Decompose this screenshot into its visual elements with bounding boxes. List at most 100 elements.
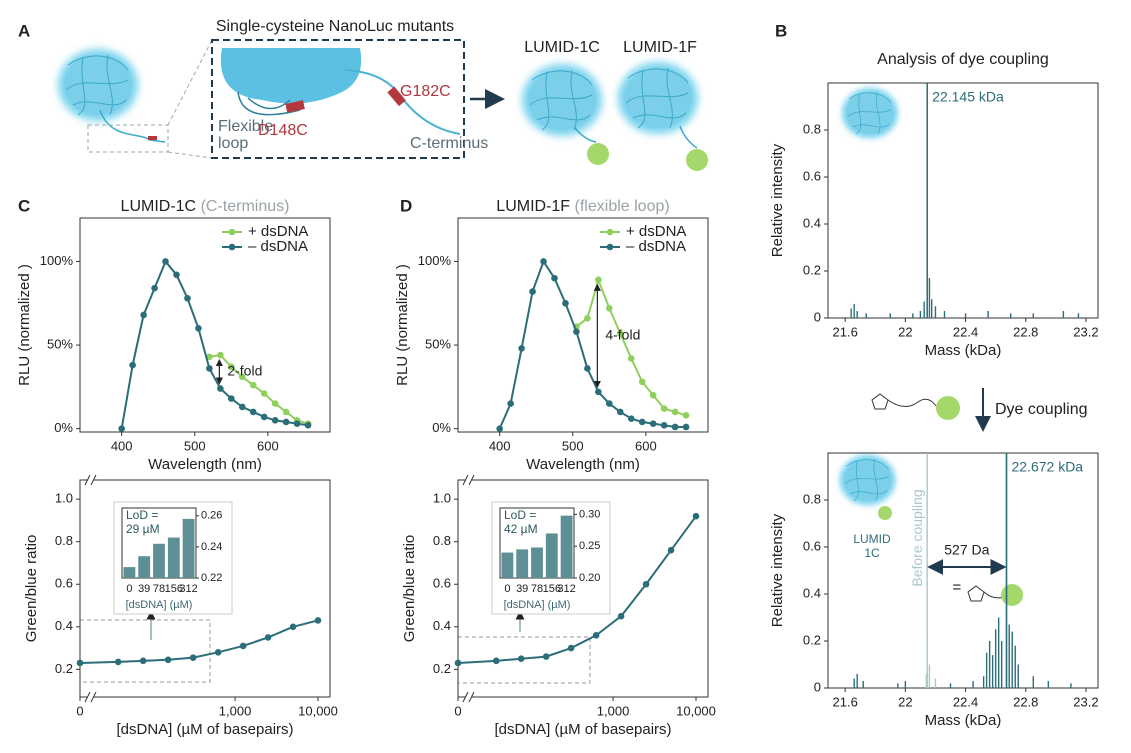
data-point bbox=[162, 258, 169, 265]
data-point bbox=[584, 315, 591, 322]
variant-label: LUMID-1C bbox=[524, 39, 600, 56]
data-point bbox=[151, 284, 158, 292]
x-tick-label: 500 bbox=[562, 438, 584, 453]
data-point bbox=[118, 425, 125, 432]
data-point bbox=[140, 311, 147, 319]
y-tick-label: 0.4 bbox=[803, 215, 821, 230]
plot-frame bbox=[827, 452, 1099, 689]
coupling-scheme: Dye coupling bbox=[840, 88, 1088, 606]
data-point bbox=[517, 655, 525, 663]
y-tick-label: 50% bbox=[425, 337, 451, 352]
x-tick-label: 21.6 bbox=[833, 694, 858, 709]
data-point bbox=[271, 416, 279, 424]
y-tick-label: 0.8 bbox=[803, 121, 821, 136]
y-tick-label: 0.6 bbox=[433, 576, 451, 591]
x-tick-label: 39 bbox=[516, 583, 528, 595]
data-point bbox=[189, 654, 197, 661]
legend-label: – dsDNA bbox=[626, 238, 686, 255]
y-tick-label: 100% bbox=[418, 253, 452, 268]
x-tick-label: 22.8 bbox=[1013, 694, 1038, 709]
data-point bbox=[692, 512, 700, 520]
mutation-label: G182C bbox=[400, 83, 451, 100]
bar bbox=[123, 567, 136, 578]
legend-swatch bbox=[228, 228, 236, 236]
x-tick-label: 10,000 bbox=[676, 703, 716, 718]
axis-break bbox=[88, 691, 94, 703]
chart-subtitle: (flexible loop) bbox=[575, 198, 670, 215]
data-point bbox=[649, 420, 657, 427]
x-axis-label: [dsDNA] (µM of basepairs) bbox=[494, 721, 671, 738]
x-tick-label: 500 bbox=[184, 438, 206, 453]
chart-title-main: LUMID-1C bbox=[121, 198, 197, 215]
data-point bbox=[551, 274, 558, 282]
y-tick-label: 0.26 bbox=[201, 510, 222, 522]
x-axis-label: [dsDNA] (µM of basepairs) bbox=[116, 721, 293, 738]
y-axis-label: Green/blue ratio bbox=[401, 535, 418, 643]
data-point bbox=[239, 642, 247, 650]
x-tick-label: 23.2 bbox=[1073, 324, 1098, 339]
y-tick-label: 0.2 bbox=[803, 632, 821, 647]
data-point bbox=[567, 644, 575, 652]
loop-label: Flexible bbox=[218, 118, 273, 135]
data-point bbox=[592, 632, 600, 639]
data-point bbox=[638, 378, 646, 386]
data-point bbox=[129, 361, 136, 369]
bar bbox=[138, 556, 151, 578]
bar bbox=[167, 537, 180, 578]
y-tick-label: 0.4 bbox=[803, 585, 821, 600]
data-point bbox=[606, 400, 613, 407]
axis-break bbox=[462, 691, 475, 703]
data-point bbox=[617, 612, 625, 620]
x-tick-label: 22.4 bbox=[953, 324, 978, 339]
x-tick-label: 156 bbox=[165, 583, 183, 595]
data-point bbox=[627, 415, 635, 422]
schematic: Single-cysteine NanoLuc mutants Flexible… bbox=[58, 18, 708, 171]
axis-break bbox=[466, 691, 472, 703]
data-point bbox=[264, 634, 272, 641]
x-tick-label: 600 bbox=[635, 438, 657, 453]
coupling-label: Dye coupling bbox=[995, 401, 1088, 418]
data-point bbox=[217, 351, 224, 359]
x-tick-label: 0 bbox=[504, 583, 510, 595]
y-tick-label: 0 bbox=[814, 309, 821, 324]
panel-letter: C bbox=[18, 196, 30, 215]
x-tick-label: 22.4 bbox=[953, 694, 978, 709]
data-point bbox=[562, 299, 569, 307]
data-point bbox=[606, 304, 613, 312]
legend-label: + dsDNA bbox=[248, 223, 308, 240]
y-tick-label: 0.22 bbox=[201, 572, 222, 584]
data-point bbox=[616, 330, 624, 337]
chart-title: LUMID-1F (flexible loop) bbox=[496, 198, 669, 215]
x-axis-label: [dsDNA] (µM) bbox=[504, 599, 571, 611]
data-point bbox=[642, 580, 650, 588]
inset-annotation: LoD = bbox=[126, 508, 158, 522]
x-tick-label: 400 bbox=[489, 438, 511, 453]
y-tick-label: 0.2 bbox=[803, 262, 821, 277]
data-line bbox=[120, 259, 309, 429]
y-tick-label: 0% bbox=[54, 420, 73, 435]
data-line bbox=[575, 276, 687, 417]
y-tick-label: 0.2 bbox=[55, 661, 73, 676]
fold-label: 4-fold bbox=[605, 327, 640, 343]
marker-label: 22.145 kDa bbox=[932, 89, 1004, 105]
data-point bbox=[529, 288, 536, 295]
plot-frame bbox=[457, 217, 709, 433]
data-line bbox=[79, 619, 319, 664]
x-tick-label: 0 bbox=[126, 583, 132, 595]
axis-break bbox=[84, 474, 97, 486]
chart-title: Analysis of dye coupling bbox=[877, 51, 1049, 68]
x-axis-label: Mass (kDa) bbox=[925, 712, 1002, 729]
y-tick-label: 0.20 bbox=[579, 572, 600, 584]
data-point bbox=[173, 271, 180, 279]
legend-label: – dsDNA bbox=[248, 238, 308, 255]
data-point bbox=[249, 381, 257, 389]
data-point bbox=[649, 391, 657, 399]
loop-label: loop bbox=[218, 135, 248, 152]
bar bbox=[516, 549, 529, 578]
y-tick-label: 0.25 bbox=[579, 540, 600, 552]
x-tick-label: 1,000 bbox=[597, 703, 630, 718]
data-point bbox=[289, 623, 297, 631]
terminus-label: C-terminus bbox=[410, 135, 488, 152]
data-point bbox=[540, 258, 547, 265]
